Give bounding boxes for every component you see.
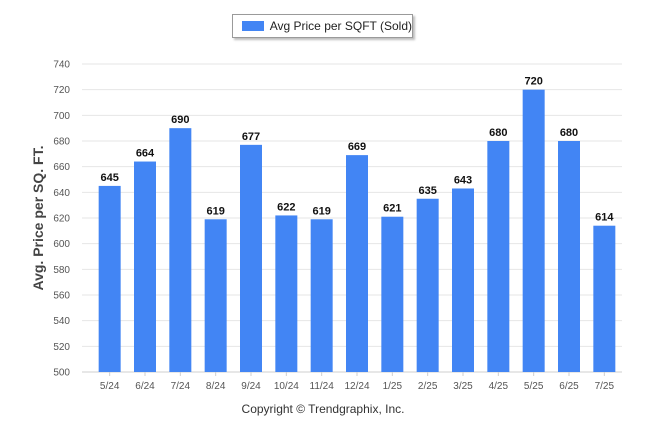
y-tick-label: 700 (53, 111, 70, 122)
data-label: 680 (560, 127, 578, 139)
bar (134, 161, 156, 372)
bar (204, 219, 227, 372)
data-label: 690 (171, 114, 189, 126)
x-tick-label: 5/25 (524, 381, 544, 392)
x-tick-label: 1/25 (383, 381, 403, 392)
copyright-text: Copyright © Trendgraphix, Inc. (241, 402, 405, 416)
y-tick-label: 540 (53, 316, 70, 327)
y-tick-label: 660 (53, 162, 70, 173)
y-tick-label: 580 (53, 265, 70, 276)
bar (522, 89, 545, 373)
x-tick-label: 4/25 (489, 381, 509, 392)
y-tick-label: 500 (53, 368, 70, 379)
data-label: 645 (100, 172, 118, 184)
bar (416, 198, 439, 372)
data-label: 669 (348, 141, 366, 153)
bars (98, 89, 616, 373)
x-tick-label: 5/24 (100, 381, 120, 392)
bar (98, 185, 121, 372)
bar (487, 141, 510, 372)
legend: Avg Price per SQFT (Sold) (232, 14, 413, 38)
bar (275, 215, 298, 372)
y-axis-ticks: 500 520 540 560 580 600 620 640 660 680 700 720 740 (53, 60, 70, 379)
bar (310, 219, 333, 372)
data-label: 635 (418, 185, 436, 197)
data-label: 720 (524, 76, 542, 88)
x-tick-label: 11/24 (310, 381, 335, 392)
y-tick-label: 740 (53, 60, 70, 71)
x-tick-label: 7/24 (171, 381, 191, 392)
legend-swatch (242, 21, 264, 31)
x-tick-label: 12/24 (344, 381, 369, 392)
data-labels: 645 664 690 619 677 622 619 669 621 635 643 680 720 6… (100, 76, 614, 224)
data-label: 677 (242, 131, 260, 143)
y-tick-label: 680 (53, 137, 70, 148)
y-tick-label: 560 (53, 291, 70, 302)
data-label: 621 (383, 203, 401, 215)
data-label: 622 (277, 201, 295, 213)
y-tick-label: 600 (53, 239, 70, 250)
y-tick-label: 720 (53, 85, 70, 96)
data-label: 619 (312, 205, 330, 217)
bar (346, 155, 368, 372)
x-tick-label: 9/24 (241, 381, 261, 392)
x-tick-label: 8/24 (206, 381, 226, 392)
bar (452, 188, 474, 372)
x-tick-label: 7/25 (595, 381, 615, 392)
x-tick-label: 6/25 (559, 381, 579, 392)
x-tick-label: 3/25 (453, 381, 473, 392)
legend-label: Avg Price per SQFT (Sold) (269, 19, 412, 33)
data-label: 619 (206, 205, 224, 217)
data-label: 643 (454, 174, 472, 186)
bar (240, 144, 262, 372)
bar (593, 225, 616, 372)
x-tick-label: 2/25 (418, 381, 438, 392)
data-label: 680 (489, 127, 507, 139)
bar (558, 141, 580, 372)
x-tick-label: 6/24 (135, 381, 155, 392)
y-tick-label: 620 (53, 214, 70, 225)
data-label: 614 (595, 212, 614, 224)
x-axis-ticks: 5/24 6/24 7/24 8/24 9/24 10/24 11/24 12/24 1/25 2… (100, 372, 615, 392)
bar (381, 216, 404, 372)
x-tick-label: 10/24 (274, 381, 299, 392)
y-tick-label: 520 (53, 342, 70, 353)
y-tick-label: 640 (53, 188, 70, 199)
data-label: 664 (136, 148, 155, 160)
y-axis-label: Avg. Price per SQ. FT. (30, 145, 46, 291)
bar (169, 128, 192, 372)
